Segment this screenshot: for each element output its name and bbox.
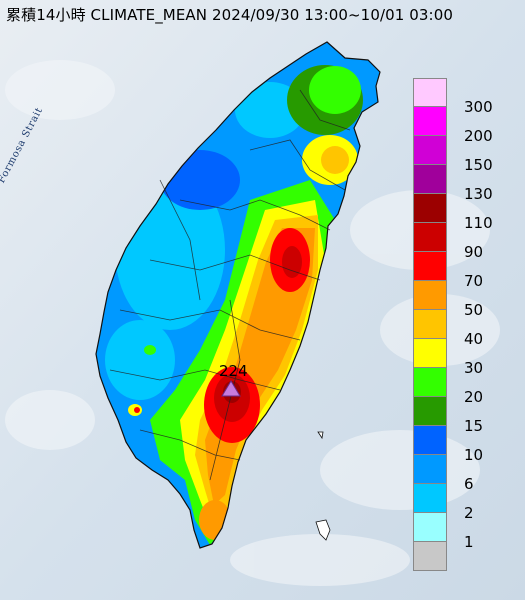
legend-swatch [413, 252, 447, 281]
legend-label: 300 [464, 98, 493, 116]
legend-row: 70 [413, 252, 498, 290]
legend-label: 1 [464, 533, 474, 551]
legend-swatch [413, 397, 447, 426]
legend-row: 110 [413, 194, 498, 232]
legend-label: 15 [464, 417, 484, 435]
legend-label: 20 [464, 388, 484, 406]
legend-row: 50 [413, 281, 498, 319]
legend-label: 6 [464, 475, 474, 493]
taiwan-coastline [95, 41, 381, 549]
legend-row: 15 [413, 397, 498, 435]
legend-swatch [413, 513, 447, 542]
legend-swatch [413, 368, 447, 397]
legend-row: 30 [413, 339, 498, 377]
legend-row: 150 [413, 136, 498, 174]
legend-row: 10 [413, 426, 498, 464]
legend-row: 130 [413, 165, 498, 203]
legend-swatch [413, 165, 447, 194]
legend-row: 200 [413, 107, 498, 145]
legend-label: 50 [464, 301, 484, 319]
legend-swatch [413, 281, 447, 310]
legend-label: 30 [464, 359, 484, 377]
legend-label: 10 [464, 446, 484, 464]
legend-label: 70 [464, 272, 484, 290]
legend-label: 200 [464, 127, 493, 145]
legend-row: 40 [413, 310, 498, 348]
legend-row: 300 [413, 78, 498, 116]
legend-label: 110 [464, 214, 493, 232]
legend-swatch [413, 194, 447, 223]
legend-label: 150 [464, 156, 493, 174]
legend-row: 6 [413, 455, 498, 493]
legend-swatch [413, 310, 447, 339]
legend-swatch [413, 78, 447, 107]
legend-row: 1 [413, 513, 498, 551]
map-title: 累積14小時 CLIMATE_MEAN 2024/09/30 13:00~10/… [6, 6, 453, 24]
legend-swatch [413, 107, 447, 136]
legend-swatch [413, 455, 447, 484]
legend-swatch [413, 136, 447, 165]
legend-swatch [413, 484, 447, 513]
legend-swatch [413, 339, 447, 368]
legend-row: 2 [413, 484, 498, 522]
legend-row [413, 542, 498, 571]
max-rainfall-value: 224 [219, 362, 248, 380]
islands [315, 431, 331, 541]
triangle-icon [221, 380, 241, 397]
legend-label: 130 [464, 185, 493, 203]
legend-swatch [413, 542, 447, 571]
rainfall-legend: 300 200 150 130 110 90 70 50 40 30 20 15 10 6 2 1 [413, 78, 498, 571]
legend-label: 40 [464, 330, 484, 348]
legend-swatch [413, 426, 447, 455]
legend-row: 20 [413, 368, 498, 406]
legend-label: 2 [464, 504, 474, 522]
legend-swatch [413, 223, 447, 252]
legend-label: 90 [464, 243, 484, 261]
legend-row: 90 [413, 223, 498, 261]
